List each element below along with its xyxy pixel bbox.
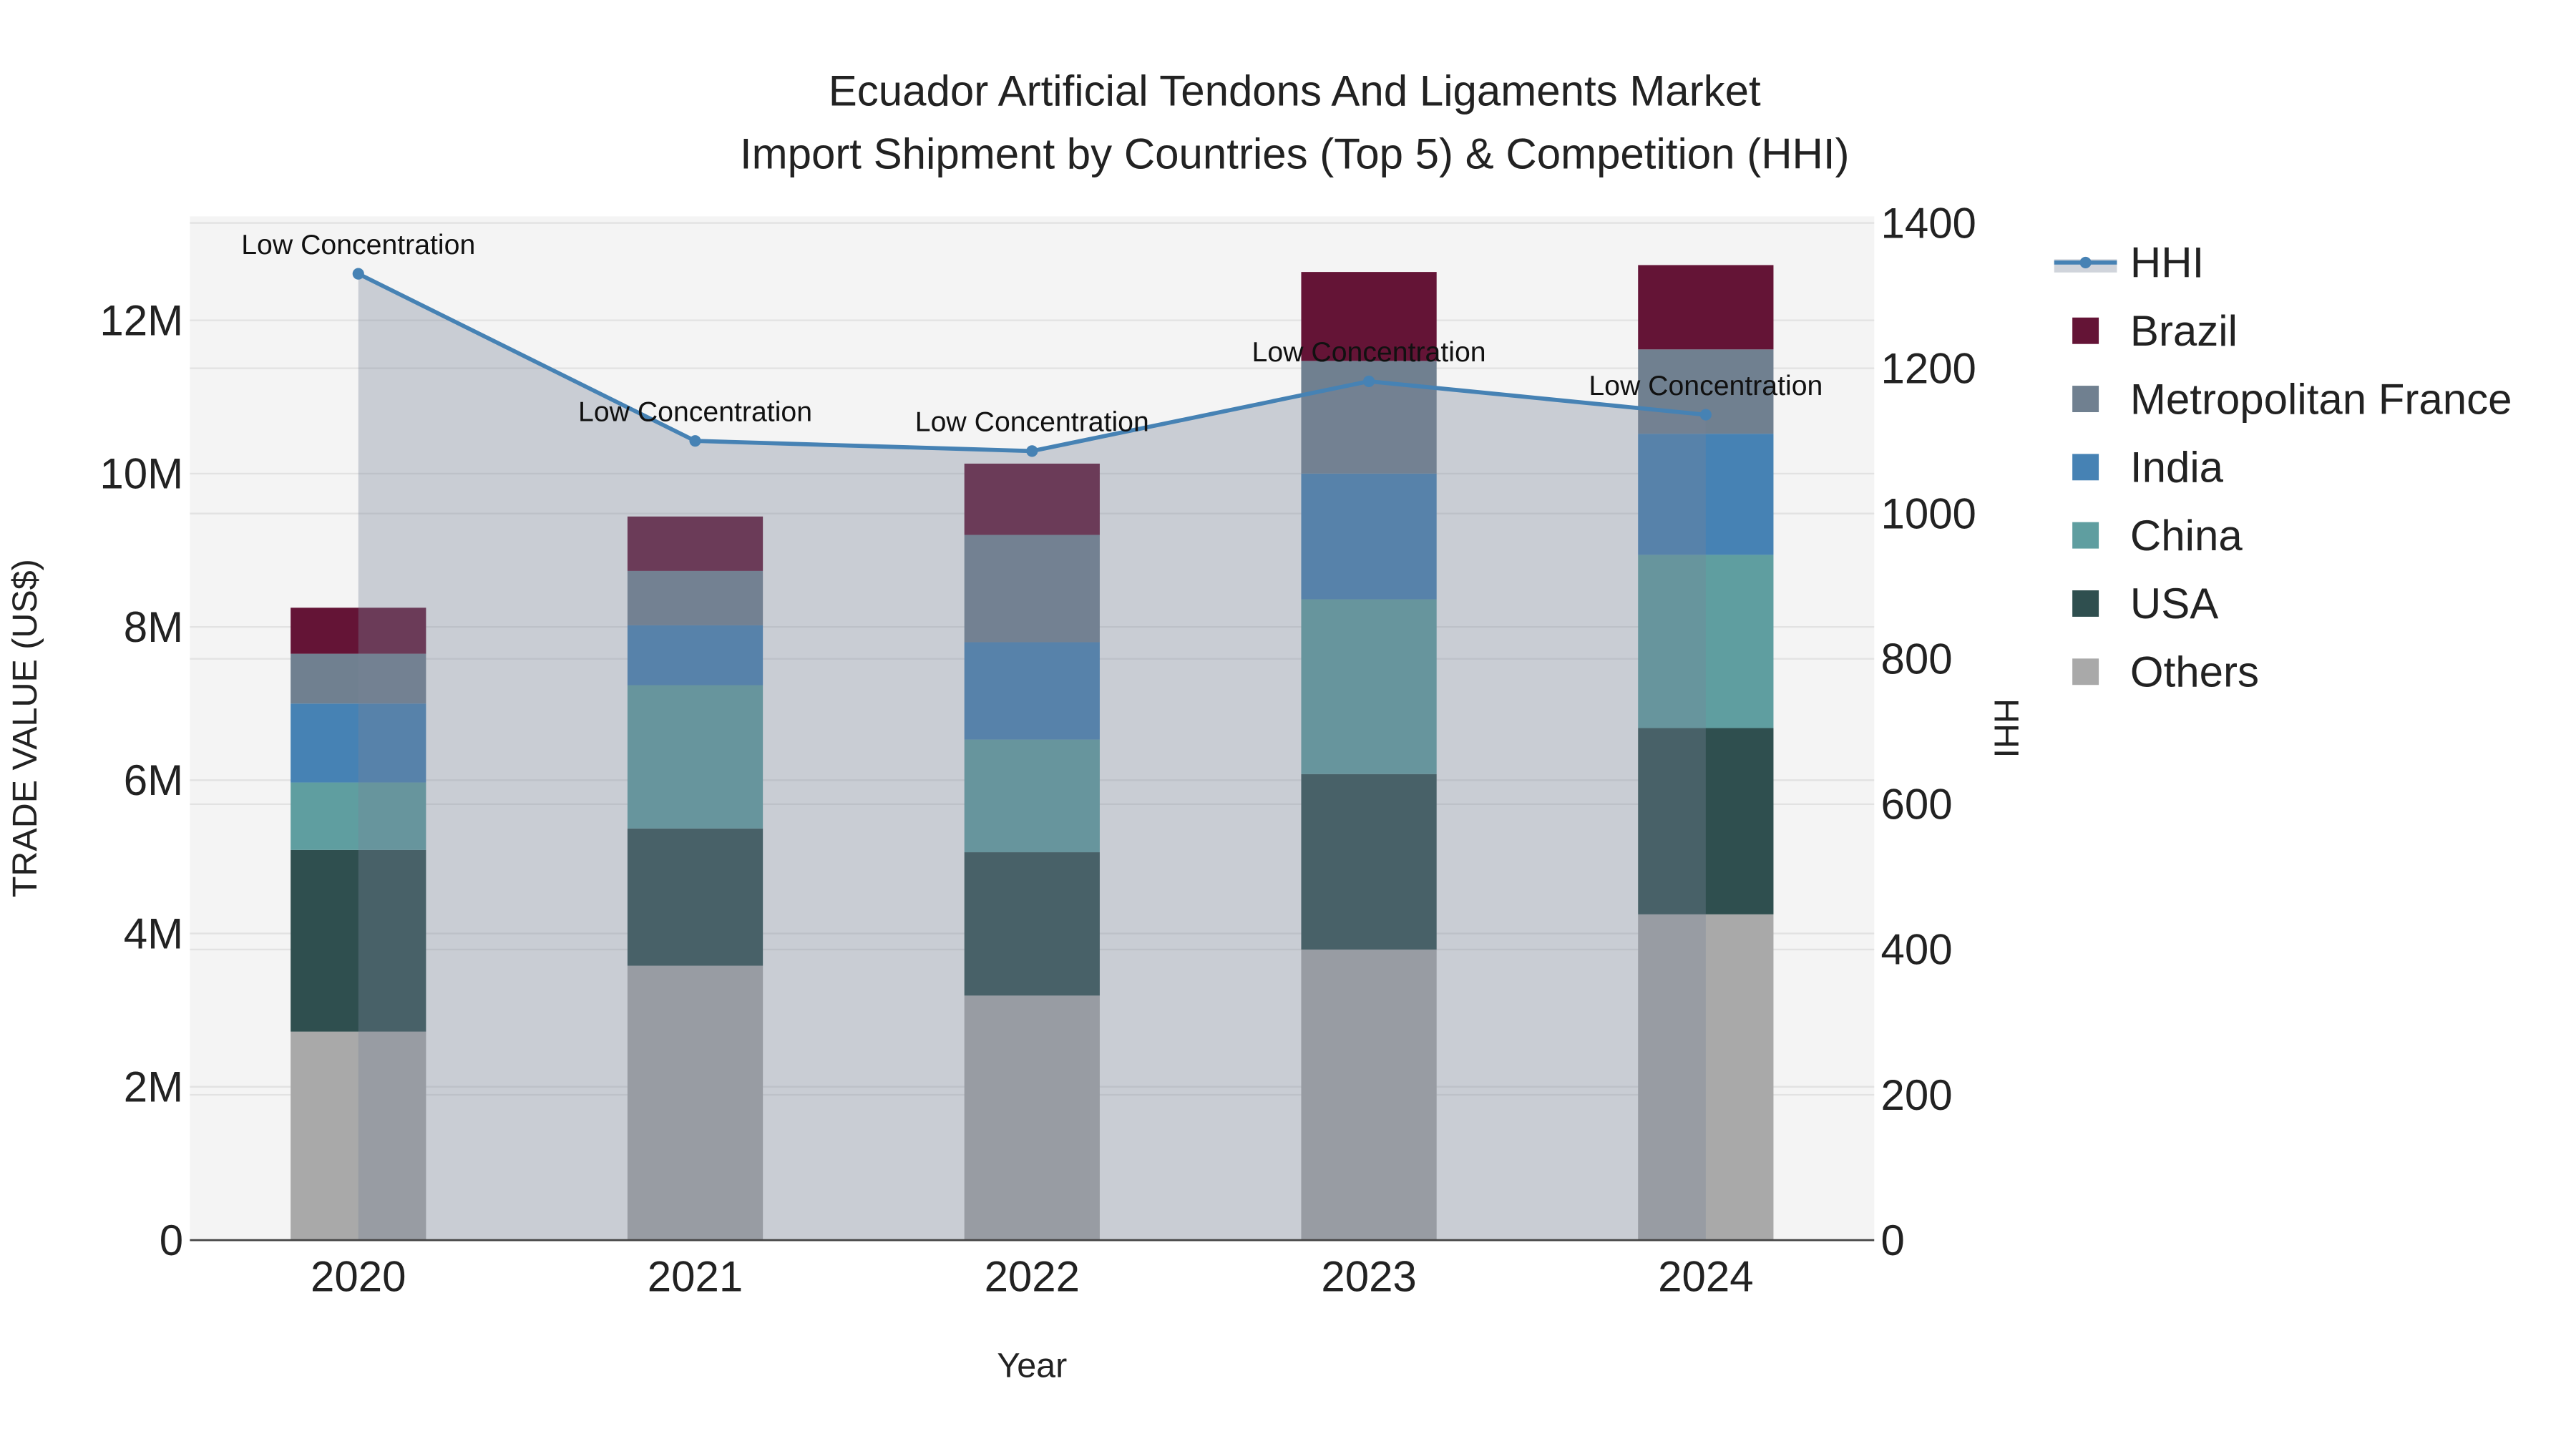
bar-india	[627, 625, 763, 686]
bar-china	[1638, 555, 1774, 728]
y2-tick-label: 1000	[1880, 489, 1976, 537]
y2-tick-label: 1200	[1880, 344, 1976, 392]
y2-tick-label: 1400	[1880, 199, 1976, 247]
x-tick-label: 2024	[1658, 1253, 1753, 1301]
legend-swatch	[2072, 454, 2099, 481]
y-tick-label: 8M	[124, 603, 183, 651]
y2-tick-label: 400	[1880, 926, 1952, 974]
bar-brazil	[1301, 272, 1437, 361]
hhi-annotation: Low Concentration	[1252, 336, 1486, 368]
legend-swatch	[2072, 386, 2099, 412]
y-tick-label: 6M	[124, 756, 183, 804]
bar-usa	[964, 852, 1100, 996]
hhi-annotation: Low Concentration	[1589, 370, 1823, 401]
legend-swatch	[2072, 590, 2099, 617]
y2-tick-label: 200	[1880, 1071, 1952, 1119]
y-tick-label: 0	[160, 1216, 183, 1264]
bar-metropolitan-france	[964, 535, 1100, 643]
legend-label: China	[2130, 512, 2243, 560]
legend-label: India	[2130, 444, 2224, 492]
y-axis-title: TRADE VALUE (US$)	[6, 559, 44, 897]
bar-india	[291, 703, 426, 783]
legend-label: Others	[2130, 648, 2259, 696]
bar-china	[1301, 599, 1437, 774]
y2-tick-label: 0	[1880, 1216, 1904, 1264]
bar-china	[627, 685, 763, 829]
bar-metropolitan-france	[627, 570, 763, 625]
legend-swatch	[2072, 522, 2099, 549]
y-tick-label: 4M	[124, 909, 183, 957]
x-tick-label: 2020	[311, 1253, 406, 1301]
bar-india	[1638, 434, 1774, 555]
bar-usa	[627, 828, 763, 966]
bar-others	[1301, 950, 1437, 1241]
y-tick-label: 2M	[124, 1063, 183, 1111]
y-tick-label: 12M	[99, 296, 183, 344]
hhi-point	[1026, 445, 1038, 457]
bar-brazil	[1638, 265, 1774, 350]
legend-marker-hhi	[2079, 256, 2092, 268]
bar-others	[1638, 914, 1774, 1241]
hhi-point	[1363, 375, 1375, 387]
bar-india	[964, 642, 1100, 740]
bar-brazil	[964, 463, 1100, 535]
chart-title: Ecuador Artificial Tendons And Ligaments…	[829, 67, 1761, 115]
bar-others	[291, 1031, 426, 1241]
bar-india	[1301, 473, 1437, 600]
chart-subtitle: Import Shipment by Countries (Top 5) & C…	[740, 130, 1850, 177]
bar-metropolitan-france	[291, 653, 426, 704]
legend-label-hhi: HHI	[2130, 239, 2204, 287]
legend-label: Brazil	[2130, 307, 2238, 355]
x-tick-label: 2022	[985, 1253, 1080, 1301]
y2-axis-title: HHI	[1987, 698, 2026, 758]
bar-usa	[291, 849, 426, 1032]
bar-brazil	[627, 516, 763, 571]
y-tick-label: 10M	[99, 450, 183, 498]
hhi-annotation: Low Concentration	[915, 406, 1149, 438]
bar-usa	[1301, 774, 1437, 950]
x-tick-label: 2023	[1321, 1253, 1416, 1301]
legend-label: USA	[2130, 580, 2218, 628]
hhi-point	[689, 435, 701, 447]
bar-china	[291, 782, 426, 850]
y2-tick-label: 800	[1880, 635, 1952, 683]
hhi-point	[352, 268, 364, 280]
hhi-annotation: Low Concentration	[578, 396, 812, 427]
legend-swatch	[2072, 658, 2099, 686]
x-axis-title: Year	[997, 1347, 1067, 1385]
bar-others	[964, 995, 1100, 1241]
legend-label: Metropolitan France	[2130, 375, 2512, 423]
bar-brazil	[291, 608, 426, 654]
y2-tick-label: 600	[1880, 781, 1952, 829]
bar-usa	[1638, 728, 1774, 914]
hhi-point	[1699, 409, 1712, 421]
x-tick-label: 2021	[648, 1253, 743, 1301]
bar-others	[627, 965, 763, 1241]
bar-china	[964, 739, 1100, 853]
legend-swatch	[2072, 317, 2099, 344]
hhi-area	[358, 273, 1706, 1241]
hhi-annotation: Low Concentration	[241, 229, 475, 260]
